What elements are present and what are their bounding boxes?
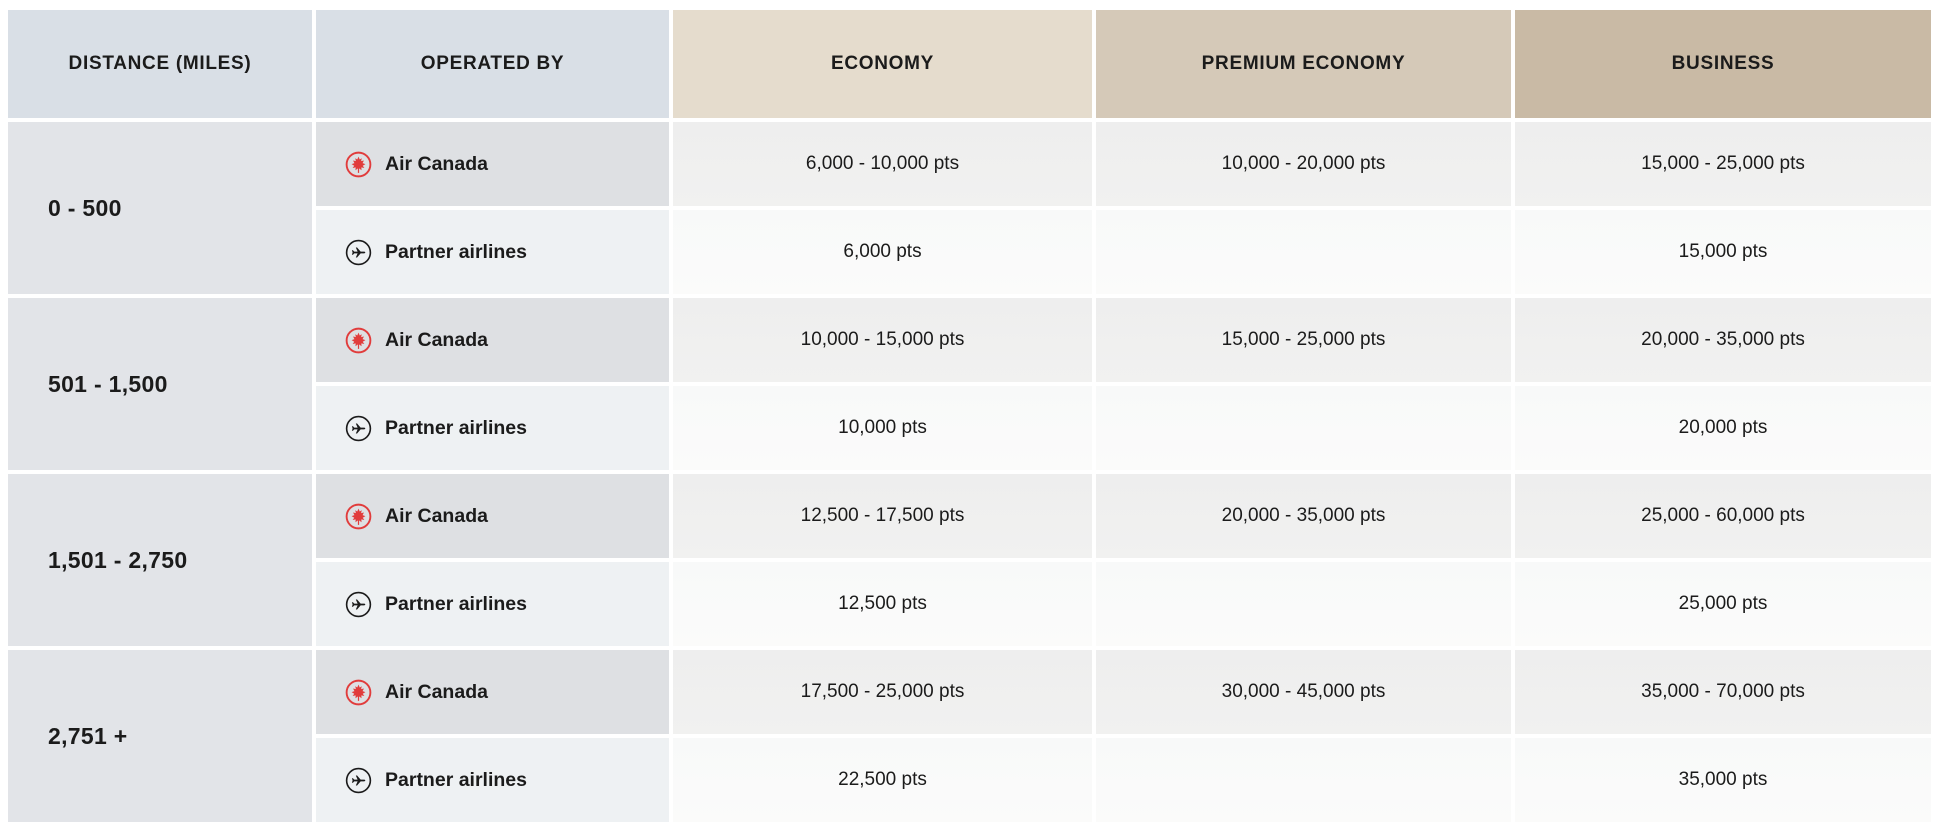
economy-value-cell: 6,000 - 10,000 pts [673, 122, 1092, 206]
premium-economy-value-cell [1096, 738, 1511, 822]
column-header-premium-economy: PREMIUM ECONOMY [1096, 10, 1511, 118]
economy-value-cell: 10,000 - 15,000 pts [673, 298, 1092, 382]
air-canada-roundel-icon [345, 151, 372, 178]
operated-by-label: Partner airlines [385, 592, 527, 615]
operated-by-cell: Partner airlines [316, 386, 669, 470]
economy-value-cell: 10,000 pts [673, 386, 1092, 470]
business-value-cell: 20,000 - 35,000 pts [1515, 298, 1931, 382]
economy-value-cell: 12,500 pts [673, 562, 1092, 646]
column-header-distance: DISTANCE (MILES) [8, 10, 312, 118]
economy-value-cell: 6,000 pts [673, 210, 1092, 294]
premium-economy-value-cell: 15,000 - 25,000 pts [1096, 298, 1511, 382]
operated-by-label: Air Canada [385, 504, 488, 527]
award-chart-table: DISTANCE (MILES) OPERATED BY ECONOMY PRE… [8, 10, 1931, 822]
operated-by-label: Partner airlines [385, 240, 527, 263]
premium-economy-value-cell: 10,000 - 20,000 pts [1096, 122, 1511, 206]
partner-airplane-icon [345, 767, 372, 794]
column-header-business: BUSINESS [1515, 10, 1931, 118]
air-canada-roundel-icon [345, 679, 372, 706]
business-value-cell: 35,000 pts [1515, 738, 1931, 822]
business-value-cell: 25,000 - 60,000 pts [1515, 474, 1931, 558]
partner-airplane-icon [345, 591, 372, 618]
column-header-operated-by: OPERATED BY [316, 10, 669, 118]
air-canada-roundel-icon [345, 327, 372, 354]
operated-by-cell: Air Canada [316, 474, 669, 558]
operated-by-cell: Partner airlines [316, 562, 669, 646]
operated-by-cell: Partner airlines [316, 738, 669, 822]
premium-economy-value-cell [1096, 386, 1511, 470]
air-canada-roundel-icon [345, 503, 372, 530]
distance-cell: 1,501 - 2,750 [8, 474, 312, 646]
operated-by-cell: Air Canada [316, 298, 669, 382]
business-value-cell: 25,000 pts [1515, 562, 1931, 646]
distance-cell: 0 - 500 [8, 122, 312, 294]
business-value-cell: 20,000 pts [1515, 386, 1931, 470]
operated-by-label: Partner airlines [385, 768, 527, 791]
business-value-cell: 35,000 - 70,000 pts [1515, 650, 1931, 734]
operated-by-cell: Air Canada [316, 122, 669, 206]
operated-by-label: Air Canada [385, 328, 488, 351]
operated-by-label: Air Canada [385, 680, 488, 703]
distance-cell: 501 - 1,500 [8, 298, 312, 470]
partner-airplane-icon [345, 239, 372, 266]
economy-value-cell: 17,500 - 25,000 pts [673, 650, 1092, 734]
economy-value-cell: 22,500 pts [673, 738, 1092, 822]
operated-by-cell: Air Canada [316, 650, 669, 734]
premium-economy-value-cell [1096, 562, 1511, 646]
business-value-cell: 15,000 - 25,000 pts [1515, 122, 1931, 206]
column-header-economy: ECONOMY [673, 10, 1092, 118]
economy-value-cell: 12,500 - 17,500 pts [673, 474, 1092, 558]
partner-airplane-icon [345, 415, 372, 442]
distance-cell: 2,751 + [8, 650, 312, 822]
operated-by-label: Air Canada [385, 152, 488, 175]
operated-by-cell: Partner airlines [316, 210, 669, 294]
operated-by-label: Partner airlines [385, 416, 527, 439]
premium-economy-value-cell: 20,000 - 35,000 pts [1096, 474, 1511, 558]
premium-economy-value-cell: 30,000 - 45,000 pts [1096, 650, 1511, 734]
business-value-cell: 15,000 pts [1515, 210, 1931, 294]
premium-economy-value-cell [1096, 210, 1511, 294]
